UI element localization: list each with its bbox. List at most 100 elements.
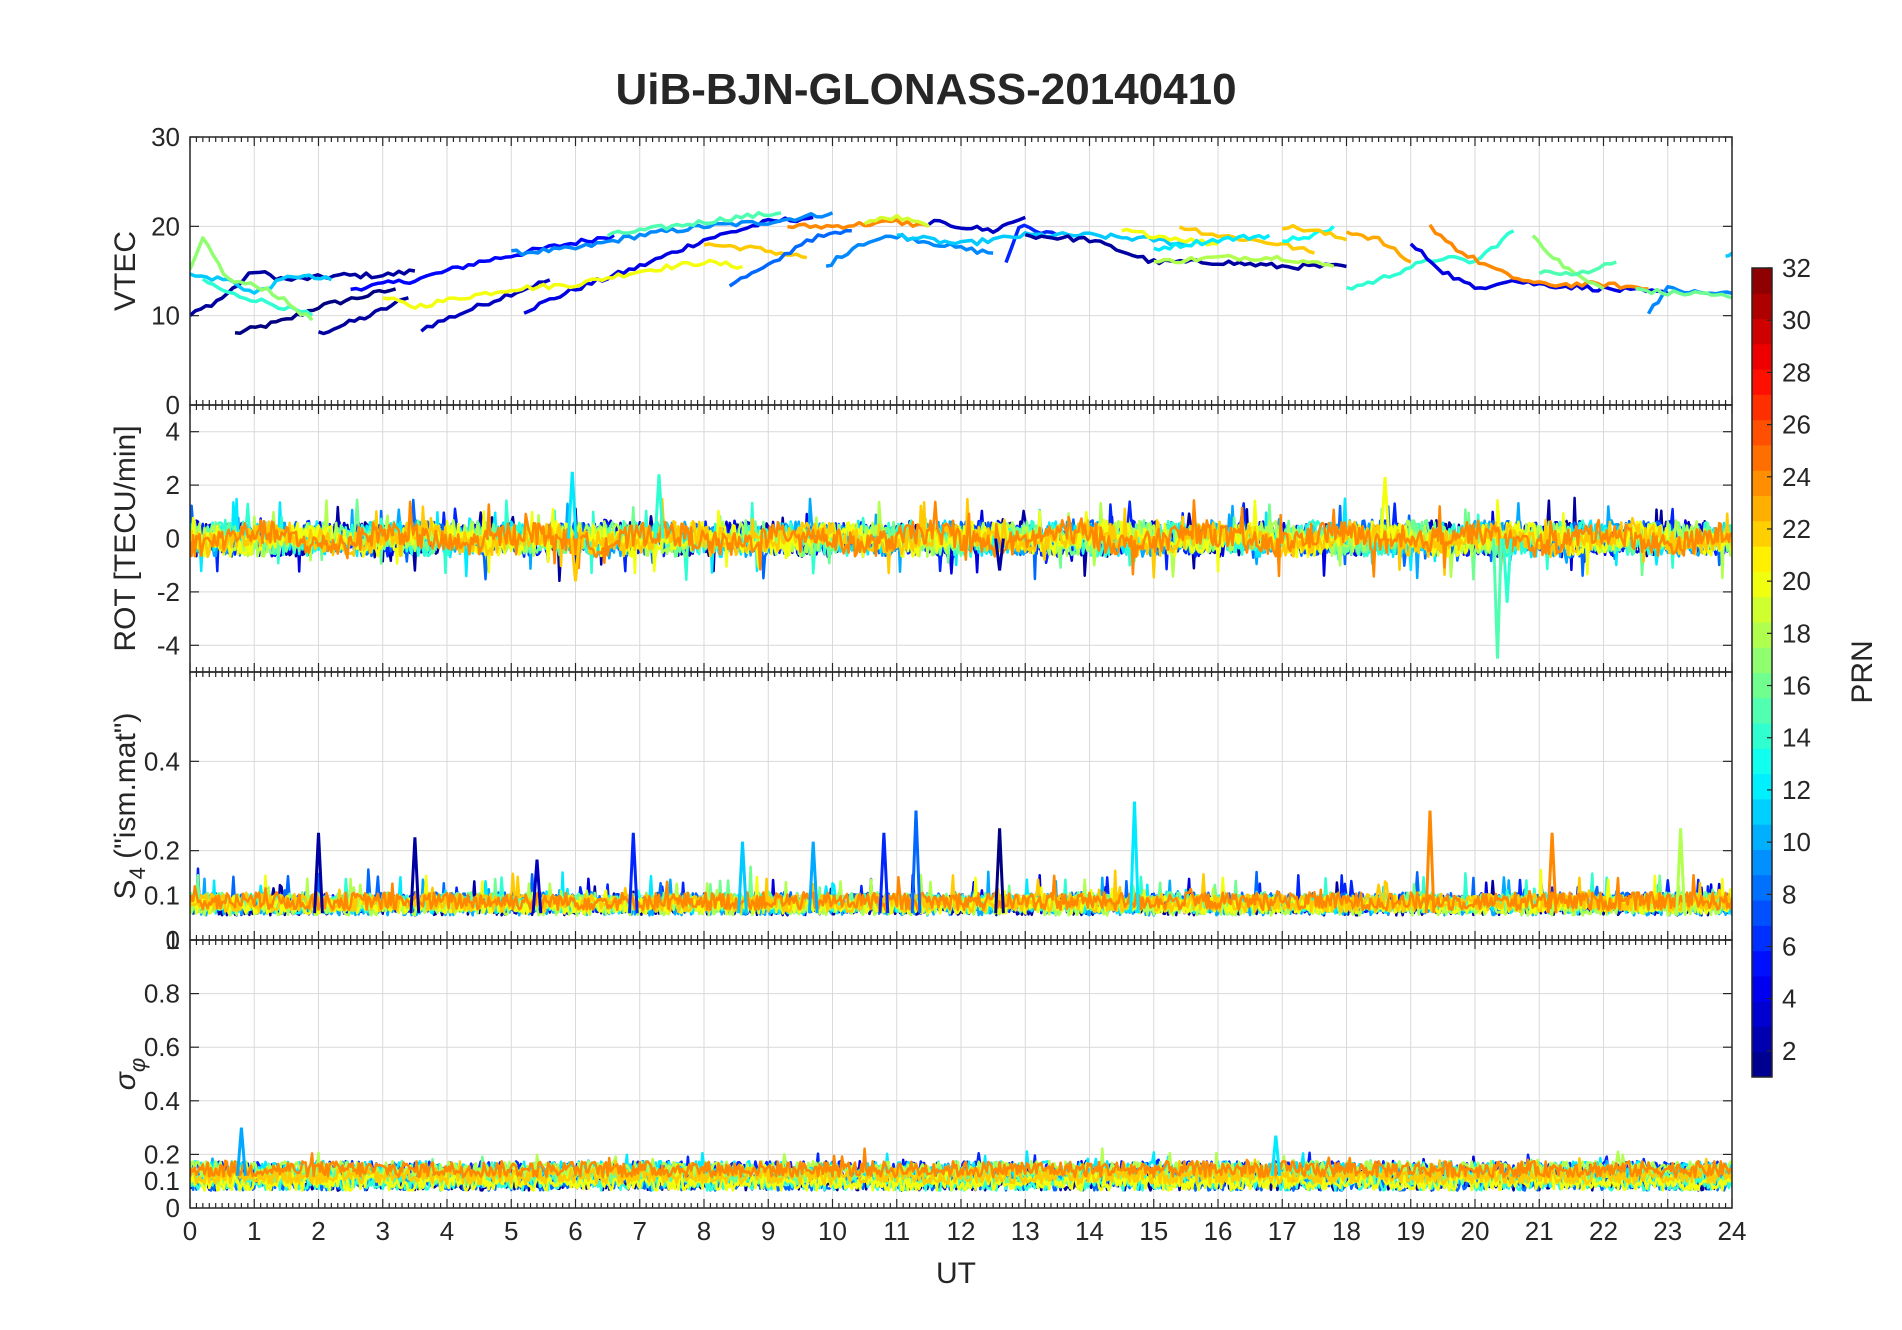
colorbar-segment: [1752, 520, 1772, 547]
x-tick-label: 10: [818, 1216, 847, 1246]
vtec-series-prn-11: [896, 231, 1187, 247]
x-tick-label: 11: [883, 1216, 910, 1246]
vtec-series-prn-22: [1282, 223, 1348, 242]
spike-prn-2: [409, 837, 421, 914]
colorbar-segment: [1752, 571, 1772, 598]
y-tick-label: 10: [151, 301, 180, 331]
colorbar-tick-label: 26: [1782, 410, 1811, 440]
colorbar-segment: [1752, 849, 1772, 876]
colorbar-segment: [1752, 369, 1772, 395]
colorbar-segment: [1752, 925, 1772, 952]
colorbar-segment: [1752, 975, 1772, 1002]
vtec-series-prn-18: [1153, 253, 1335, 269]
colorbar-tick-label: 6: [1782, 932, 1796, 962]
trace-prn-24: [190, 499, 1732, 578]
spike-prn-12: [566, 471, 578, 539]
y-tick-label: 0.8: [144, 979, 180, 1009]
vtec-series-prn-8: [728, 228, 852, 288]
x-tick-label: 12: [947, 1216, 976, 1246]
spike-prn-20: [1379, 477, 1391, 539]
y-tick-label: 0: [166, 524, 180, 554]
spike-prn-6: [878, 832, 890, 914]
y-tick-label: 0: [166, 390, 180, 420]
x-tick-label: 23: [1653, 1216, 1682, 1246]
colorbar-segment: [1752, 874, 1772, 901]
y-axis-label: VTEC: [109, 231, 142, 311]
y-tick-label: 0: [166, 1193, 180, 1223]
colorbar-tick-label: 30: [1782, 305, 1811, 335]
colorbar-segment: [1752, 596, 1772, 623]
colorbar-tick-label: 2: [1782, 1036, 1796, 1066]
y-tick-label: 2: [166, 470, 180, 500]
vtec-series-prn-15: [606, 210, 782, 238]
x-tick-label: 2: [311, 1216, 325, 1246]
vtec-series-prn-1: [234, 287, 397, 335]
spike-prn-8: [910, 810, 922, 914]
colorbar-segment: [1752, 470, 1772, 497]
spike-prn-22: [570, 538, 581, 582]
y-tick-label: 0: [166, 925, 180, 955]
vtec-series-prn-3: [927, 215, 1026, 235]
spike-prn-12: [1129, 801, 1140, 914]
y-tick-label: -2: [157, 577, 180, 607]
colorbar-segment: [1752, 798, 1772, 825]
colorbar-segment: [1752, 773, 1772, 800]
series-group: [190, 801, 1732, 917]
x-tick-label: 19: [1396, 1216, 1425, 1246]
spike-prn-11: [737, 841, 748, 914]
colorbar-segment: [1752, 318, 1772, 345]
colorbar-segment: [1752, 950, 1772, 977]
spike-prn-3: [531, 859, 543, 914]
y-tick-label: 0.2: [144, 1139, 180, 1169]
spike-prn-18: [1675, 828, 1686, 914]
x-tick-label: 17: [1268, 1216, 1297, 1246]
series-group: [190, 1127, 1732, 1192]
colorbar-segment: [1752, 672, 1772, 699]
y-tick-label: 30: [151, 122, 180, 152]
colorbar-segment: [1752, 1001, 1772, 1027]
y-axis-label: ROT [TECU/min]: [109, 425, 142, 651]
x-tick-label: 5: [504, 1216, 518, 1246]
y-tick-label: 0.4: [144, 1086, 180, 1116]
colorbar-segment: [1752, 419, 1772, 446]
x-tick-label: 15: [1139, 1216, 1168, 1246]
panel-1: -4 -2 0 2 4 ROT [TECU/min]: [109, 404, 1733, 673]
vtec-series-prn-24: [1428, 223, 1649, 291]
colorbar-segment: [1752, 394, 1772, 421]
colorbar-segment: [1752, 343, 1772, 370]
vtec-series-prn-6: [1004, 223, 1059, 264]
vtec-series-prn-20: [382, 258, 743, 310]
x-tick-label: 13: [1011, 1216, 1040, 1246]
vtec-series-prn-23: [1345, 230, 1412, 264]
x-tick-label: 0: [183, 1216, 197, 1246]
colorbar-tick-label: 16: [1782, 671, 1811, 701]
vtec-series-prn-16: [1635, 286, 1732, 300]
colorbar-segment: [1752, 723, 1772, 749]
vtec-series-prn-19: [863, 213, 930, 228]
panel-0: 0 10 20 30 VTEC: [109, 122, 1733, 420]
panel-2: 0 0.1 0.2 0.4S4 ("ism.mat"): [109, 671, 1733, 955]
y-tick-label: 0.4: [144, 746, 180, 776]
vtec-series-prn-9: [511, 211, 834, 257]
colorbar-segment: [1752, 1026, 1772, 1053]
colorbar-segment: [1752, 495, 1772, 522]
x-tick-label: 7: [633, 1216, 647, 1246]
colorbar-tick-label: 24: [1782, 462, 1811, 492]
colorbar-segment: [1752, 621, 1772, 648]
vtec-series-prn-5: [350, 233, 615, 292]
colorbar-tick-label: 10: [1782, 827, 1811, 857]
y-axis-label: S4 ("ism.mat"): [109, 713, 150, 900]
spike-prn-14: [1501, 538, 1513, 603]
series-group: [190, 210, 1732, 336]
colorbar-tick-label: 12: [1782, 775, 1811, 805]
spike-prn-24: [1424, 810, 1436, 914]
spike-prn-15: [1492, 538, 1503, 659]
x-tick-label: 24: [1718, 1216, 1747, 1246]
y-tick-label: 1: [166, 925, 180, 955]
spike-prn-10: [807, 841, 819, 914]
x-tick-label: 4: [440, 1216, 454, 1246]
x-tick-label: 22: [1589, 1216, 1618, 1246]
y-tick-label: 20: [151, 211, 180, 241]
spike-prn-24: [1546, 832, 1558, 914]
